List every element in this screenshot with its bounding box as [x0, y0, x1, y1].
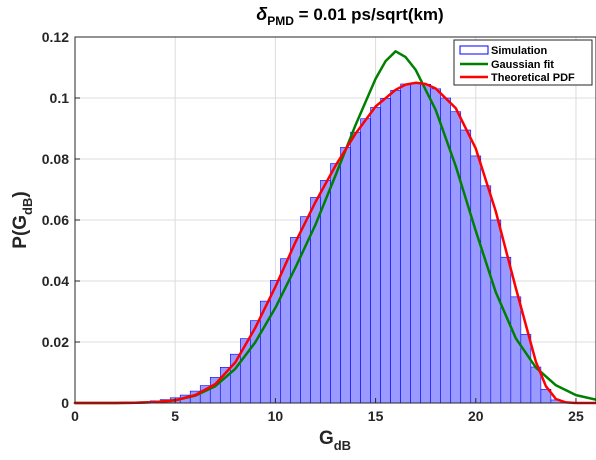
legend-label-simulation: Simulation: [491, 45, 548, 57]
legend-label-theoretical-pdf: Theoretical PDF: [491, 72, 575, 84]
histogram-bar-42: [500, 256, 512, 404]
chart-title: δPMD = 0.01 ps/sqrt(km): [256, 4, 443, 28]
histogram-bar-23: [310, 197, 321, 404]
y-label-main: P(G: [10, 215, 31, 249]
legend-label-gaussian-fit: Gaussian fit: [491, 59, 554, 71]
title-symbol: δ: [256, 4, 268, 24]
y-label-sub: dB: [20, 198, 35, 215]
x-axis-label: GdB: [319, 428, 351, 453]
title-rest: = 0.01 ps/sqrt(km): [294, 5, 444, 24]
histogram-bar-36: [440, 97, 452, 404]
histogram-bar-29: [370, 107, 381, 404]
histogram-bar-28: [360, 118, 371, 404]
histogram-bar-16: [240, 338, 251, 404]
y-axis-label: P(GdB): [10, 191, 35, 248]
y-tick-label-1: 0.02: [42, 334, 69, 350]
y-tick-label-6: 0.12: [42, 29, 69, 45]
histogram-bar-35: [430, 88, 442, 404]
y-tick-label-5: 0.1: [50, 90, 70, 106]
x-label-main: G: [319, 428, 334, 449]
x-tick-label-4: 20: [468, 408, 484, 424]
y-tick-label-0: 0: [61, 395, 69, 411]
y-label-close: ): [10, 191, 31, 197]
histogram-bar-27: [350, 131, 361, 404]
histogram-bar-40: [480, 185, 492, 404]
x-tick-label-2: 10: [268, 408, 284, 424]
x-tick-labels: 0 5 10 15 20 25: [71, 398, 584, 424]
histogram-bar-31: [390, 90, 401, 404]
x-tick-label-1: 5: [171, 408, 179, 424]
histogram-bar-41: [490, 219, 502, 404]
x-label-sub: dB: [334, 438, 351, 453]
x-tick-label-0: 0: [71, 408, 79, 424]
histogram-bar-26: [340, 147, 351, 404]
x-tick-label-5: 25: [568, 408, 584, 424]
title-subscript: PMD: [267, 14, 294, 28]
histogram-bar-43: [510, 296, 522, 404]
histogram-bar-39: [470, 155, 482, 404]
histogram-bar-33: [410, 82, 421, 404]
histogram-bar-30: [380, 98, 391, 404]
histogram-bar-34: [420, 83, 431, 404]
histogram-bar-44: [520, 334, 532, 404]
histogram-bar-38: [460, 129, 472, 404]
y-tick-label-4: 0.08: [42, 151, 69, 167]
histogram-bars: [129, 82, 562, 404]
y-tick-label-2: 0.04: [42, 273, 69, 289]
x-tick-label-3: 15: [368, 408, 384, 424]
histogram-bar-25: [330, 163, 341, 404]
histogram-bar-32: [400, 83, 411, 404]
legend-swatch-simulation: [459, 45, 489, 55]
histogram-bar-24: [320, 180, 331, 404]
legend: Simulation Gaussian fit Theoretical PDF: [453, 39, 593, 86]
y-tick-label-3: 0.06: [42, 212, 69, 228]
y-tick-labels: 0 0.02 0.04 0.06 0.08 0.1 0.12: [42, 29, 80, 411]
